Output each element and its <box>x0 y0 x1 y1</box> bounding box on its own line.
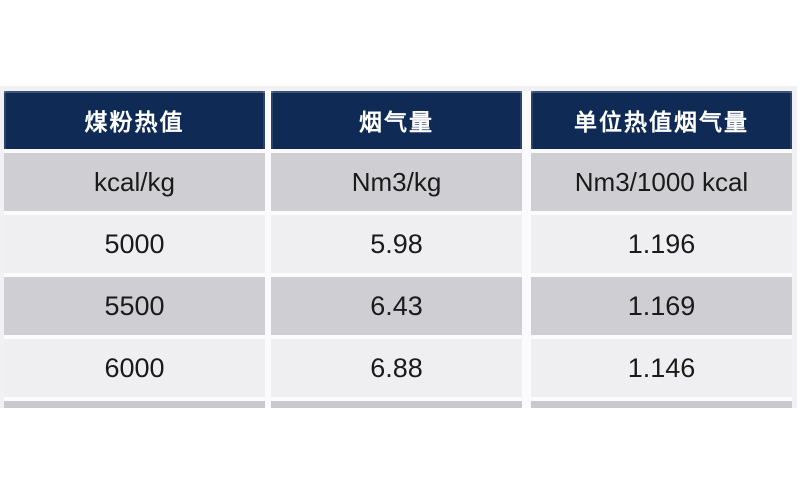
value-cell: 1.196 <box>531 215 792 273</box>
unit-cell-kcal-per-kg: kcal/kg <box>4 153 265 211</box>
flue-gas-table: 煤粉热值 烟气量 单位热值烟气量 kcal/kg Nm3/kg Nm3/1000… <box>0 86 797 408</box>
value-cell: 5000 <box>4 215 265 273</box>
cutoff-cell <box>531 401 792 408</box>
header-cell-flue-gas-per-unit-heat: 单位热值烟气量 <box>531 91 792 149</box>
table-header-row: 煤粉热值 烟气量 单位热值烟气量 <box>4 91 792 149</box>
cutoff-cell <box>271 401 522 408</box>
value-cell: 6.43 <box>271 277 522 335</box>
value-cell: 1.169 <box>531 277 792 335</box>
unit-cell-nm3-per-kg: Nm3/kg <box>271 153 522 211</box>
unit-cell-nm3-per-1000kcal: Nm3/1000 kcal <box>531 153 792 211</box>
value-cell: 6.88 <box>271 339 522 397</box>
table-units-row: kcal/kg Nm3/kg Nm3/1000 kcal <box>4 153 792 211</box>
table-row: 5000 5.98 1.196 <box>4 215 792 273</box>
header-cell-coal-heating-value: 煤粉热值 <box>4 91 265 149</box>
table-row: 6000 6.88 1.146 <box>4 339 792 397</box>
value-cell: 1.146 <box>531 339 792 397</box>
value-cell: 6000 <box>4 339 265 397</box>
header-cell-flue-gas-volume: 烟气量 <box>271 91 522 149</box>
cutoff-row-sliver <box>4 401 792 408</box>
table-row: 5500 6.43 1.169 <box>4 277 792 335</box>
cutoff-cell <box>4 401 265 408</box>
value-cell: 5.98 <box>271 215 522 273</box>
value-cell: 5500 <box>4 277 265 335</box>
